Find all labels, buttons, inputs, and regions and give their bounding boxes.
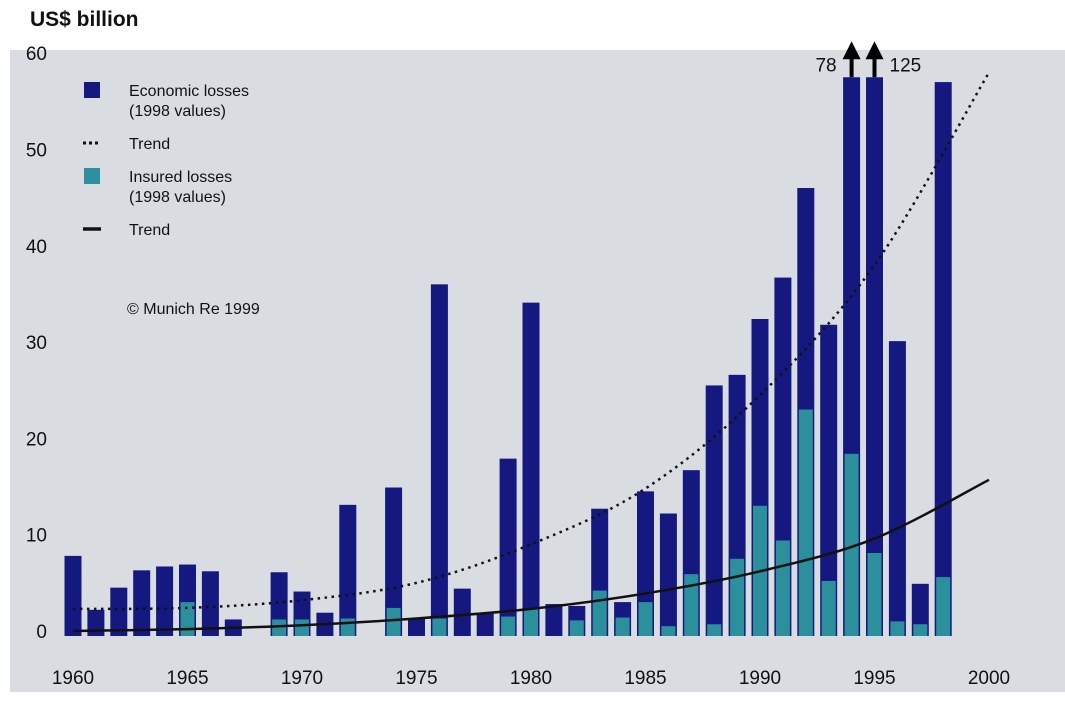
x-tick-label: 1985 [624, 668, 666, 689]
insured-loss-bar [272, 619, 287, 636]
insured-loss-bar [615, 617, 630, 636]
overflow-arrow-icon [842, 41, 861, 60]
economic-trend-line [72, 71, 991, 611]
economic-loss-bar [133, 570, 151, 636]
x-tick-label: 2000 [968, 668, 1010, 689]
legend-swatch [84, 168, 100, 184]
economic-loss-bar [385, 487, 403, 636]
x-tick-label: 1965 [166, 668, 208, 689]
economic-loss-bar [476, 613, 494, 636]
insured-loss-bar [821, 580, 836, 636]
insured-loss-bar [295, 619, 309, 636]
x-tick-label: 1960 [52, 668, 94, 689]
y-tick-label: 20 [26, 429, 47, 450]
economic-loss-bar [911, 583, 929, 636]
overflow-value-label: 78 [815, 55, 836, 76]
economic-loss-bar [934, 82, 952, 637]
legend-label: (1998 values) [129, 103, 226, 120]
y-tick-label: 50 [26, 141, 47, 162]
insured-loss-bar [867, 552, 882, 636]
economic-loss-bar [201, 571, 219, 636]
economic-loss-bar [705, 385, 723, 636]
insured-loss-bar [844, 453, 859, 636]
economic-loss-bar [499, 458, 517, 636]
insured-loss-bar [798, 409, 813, 636]
economic-loss-bar [866, 77, 883, 636]
economic-loss-bar [408, 618, 425, 636]
insured-loss-bar [501, 616, 516, 636]
y-axis-unit-label: US$ billion [30, 8, 139, 31]
economic-loss-bar [110, 587, 128, 636]
y-tick-label: 40 [26, 237, 47, 258]
economic-loss-bar [339, 504, 357, 636]
economic-loss-bar [87, 609, 105, 636]
insured-loss-bar [707, 624, 722, 636]
insured-loss-bar [386, 607, 401, 636]
legend-label: Insured losses [129, 169, 232, 186]
x-tick-label: 1970 [281, 668, 323, 689]
legend-label: Trend [129, 222, 170, 239]
x-tick-label: 1980 [510, 668, 552, 689]
x-tick-label: 1990 [739, 668, 781, 689]
insured-loss-bar [890, 621, 905, 636]
insured-trend-line [72, 478, 990, 633]
insured-loss-bar [432, 618, 447, 636]
insured-loss-bar [524, 608, 538, 636]
y-tick-label: 30 [26, 333, 47, 354]
insured-loss-bar [340, 618, 355, 636]
insured-loss-bar [180, 602, 195, 636]
insured-loss-bar [913, 624, 928, 636]
legend-label: Economic losses [129, 83, 249, 100]
x-tick-label: 1975 [395, 668, 437, 689]
x-tick-label: 1995 [853, 668, 895, 689]
economic-loss-bar [430, 284, 448, 636]
economic-loss-bar [522, 302, 540, 636]
insured-loss-bar [684, 574, 699, 636]
legend-swatch [84, 82, 100, 98]
insured-loss-bar [592, 590, 607, 636]
insured-loss-bar [661, 626, 676, 636]
economic-loss-bar [659, 513, 677, 636]
economic-loss-bar [545, 604, 563, 636]
legend-label: Trend [129, 136, 170, 153]
economic-loss-bar [888, 341, 906, 636]
insured-loss-bar [775, 540, 790, 636]
insured-loss-bar [638, 602, 653, 636]
y-tick-label: 0 [36, 622, 47, 643]
economic-loss-bar [64, 555, 82, 636]
copyright-text: © Munich Re 1999 [127, 301, 260, 318]
overflow-value-label: 125 [890, 55, 922, 76]
economic-loss-bar [637, 491, 654, 636]
overflow-arrow-icon [865, 41, 884, 60]
insured-loss-bar [730, 558, 745, 636]
insured-loss-bar [569, 620, 584, 636]
legend-label: (1998 values) [129, 189, 226, 206]
economic-loss-bar [453, 588, 471, 636]
y-tick-label: 10 [26, 526, 47, 547]
economic-loss-bar [156, 566, 174, 636]
economic-loss-bar [820, 324, 838, 636]
y-tick-label: 60 [26, 44, 47, 65]
insured-loss-bar [936, 577, 951, 636]
